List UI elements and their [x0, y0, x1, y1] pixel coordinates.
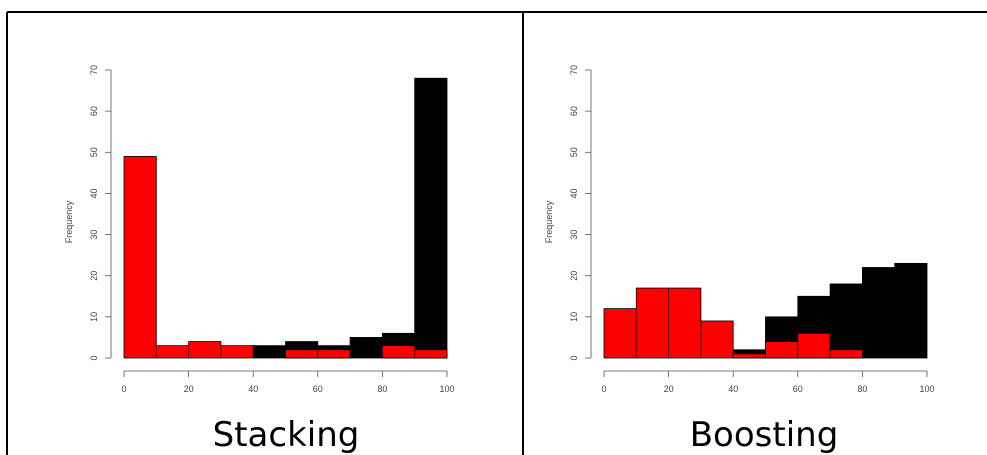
- x-tick-label: 20: [664, 384, 674, 394]
- histogram-bar: [668, 287, 702, 359]
- histogram-bar: [155, 345, 190, 359]
- x-tick-label: 40: [728, 384, 738, 394]
- y-tick-label: 40: [569, 188, 579, 198]
- y-tick-label: 0: [89, 355, 99, 360]
- x-tick-label: 60: [793, 384, 803, 394]
- stacking-histogram: 0 20 40 60 80 100 0 10 20 30 40 50 60 70 Frequency: [64, 65, 455, 394]
- y-tick-label: 50: [569, 147, 579, 157]
- histogram-bar: [285, 349, 319, 359]
- histogram-bar: [220, 345, 254, 359]
- histogram-bar: [414, 77, 448, 359]
- x-tick-label: 80: [377, 384, 387, 394]
- boosting-histogram: 0 20 40 60 80 100 0 10 20 30 40 50 60 70 Frequency: [544, 65, 935, 394]
- histogram-bar: [188, 341, 222, 359]
- y-tick-label: 40: [89, 188, 99, 198]
- histogram-bar: [252, 345, 286, 359]
- y-tick-label: 30: [89, 230, 99, 240]
- histogram-bar: [123, 155, 157, 359]
- histogram-bar: [894, 262, 928, 359]
- y-axis-label: Frequency: [64, 200, 74, 243]
- x-tick-label: 0: [601, 384, 606, 394]
- histogram-bar: [829, 283, 863, 359]
- y-tick-label: 0: [569, 355, 579, 360]
- histogram-bar: [349, 337, 383, 359]
- x-tick-label: 60: [313, 384, 323, 394]
- boosting-caption: Boosting: [689, 415, 839, 455]
- histogram-bar: [414, 349, 448, 359]
- x-tick-label: 0: [121, 384, 126, 394]
- y-tick-label: 60: [569, 106, 579, 116]
- x-tick-label: 80: [857, 384, 867, 394]
- x-tick-label: 20: [184, 384, 194, 394]
- y-tick-label: 70: [569, 65, 579, 75]
- y-tick-label: 50: [89, 147, 99, 157]
- y-tick-label: 30: [569, 230, 579, 240]
- y-axis-label: Frequency: [544, 200, 554, 243]
- histogram-bar: [317, 349, 351, 359]
- histogram-bar: [700, 320, 734, 359]
- x-tick-label: 100: [439, 384, 454, 394]
- y-tick-label: 10: [89, 312, 99, 322]
- histogram-bar: [732, 353, 766, 359]
- histogram-bar: [797, 332, 831, 359]
- y-tick-label: 60: [89, 106, 99, 116]
- y-tick-label: 20: [569, 271, 579, 281]
- y-tick-label: 20: [89, 271, 99, 281]
- histogram-bar: [862, 267, 896, 359]
- histogram-bar: [829, 349, 863, 359]
- y-tick-label: 10: [569, 312, 579, 322]
- y-tick-label: 70: [89, 65, 99, 75]
- histogram-bar: [603, 308, 637, 359]
- histogram-bar: [635, 287, 669, 359]
- x-tick-label: 100: [919, 384, 934, 394]
- histogram-bar: [381, 345, 416, 359]
- stacking-caption: Stacking: [212, 415, 360, 455]
- histogram-bar: [765, 341, 799, 359]
- x-tick-label: 40: [248, 384, 258, 394]
